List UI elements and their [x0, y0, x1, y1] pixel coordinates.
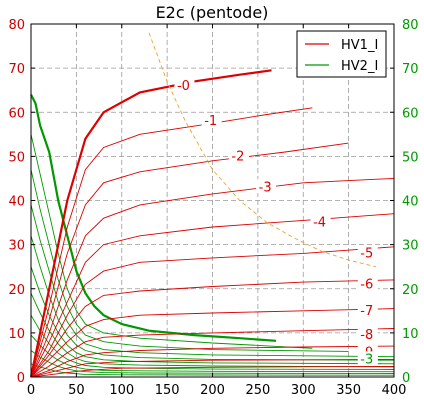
hv1-series-line	[30, 345, 395, 378]
y-tick-label-left: 30	[8, 239, 25, 254]
curve-label-bg	[357, 351, 378, 366]
hv1-series-line	[30, 213, 395, 378]
x-tick-label: 350	[336, 383, 361, 398]
curve-label-bg	[310, 214, 331, 229]
hv1-series-line	[30, 328, 395, 378]
hv1-series-line	[30, 142, 349, 378]
hv1-series-line	[30, 308, 395, 378]
hv1-series-line	[30, 279, 395, 378]
x-tick-label: 250	[245, 383, 270, 398]
y-tick-label-left: 20	[8, 283, 25, 298]
hv2-series-line	[30, 350, 395, 374]
y-tick-label-left: 0	[17, 371, 25, 386]
curve-label: -2	[231, 149, 244, 164]
hv1-series-line	[30, 358, 395, 378]
x-tick-label: 200	[200, 383, 225, 398]
x-tick-label: 50	[68, 383, 85, 398]
hv2-series-line	[30, 235, 395, 361]
x-tick-label: 0	[27, 383, 35, 398]
curve-label-bg	[256, 179, 277, 194]
curve-label: -0	[177, 79, 190, 94]
curve-label: -3	[360, 352, 373, 367]
x-tick-label: 100	[109, 383, 134, 398]
curve-label: -7	[360, 304, 373, 319]
y-tick-label-right: 20	[402, 283, 419, 298]
y-tick-label-right: 0	[402, 371, 410, 386]
y-tick-label-left: 80	[8, 18, 25, 33]
hv1-series-line	[30, 107, 313, 378]
legend-box	[296, 30, 387, 78]
hv1-series-line	[30, 246, 395, 378]
y-tick-label-right: 10	[402, 327, 419, 342]
y-tick-label-left: 40	[8, 195, 25, 210]
curve-label: -5	[360, 246, 373, 261]
y-tick-label-right: 50	[402, 150, 419, 165]
hv2-series-line	[30, 334, 395, 373]
hv1-series-line	[30, 365, 395, 378]
x-tick-label: 400	[382, 383, 407, 398]
y-tick-label-left: 70	[8, 62, 25, 77]
hv2-series-line	[30, 134, 313, 349]
y-tick-label-left: 10	[8, 327, 25, 342]
grid	[31, 24, 394, 377]
curve-label-bg	[357, 302, 378, 317]
legend: HV1_I HV2_I	[296, 30, 387, 78]
curve-label-bg	[357, 327, 378, 342]
curve-label-bg	[174, 77, 195, 92]
hv2-series-line	[30, 169, 349, 352]
y-tick-label-right: 30	[402, 239, 419, 254]
hv2-series-line	[30, 204, 395, 358]
x-tick-label: 150	[155, 383, 180, 398]
curve-label: -6	[360, 277, 373, 292]
curve-label-bg	[201, 113, 222, 128]
legend-label: HV2_I	[341, 59, 378, 74]
curve-label: -1	[204, 114, 217, 129]
dissipation-line	[148, 32, 376, 268]
hv1-series-line	[29, 69, 272, 378]
curve-label: -8	[360, 328, 373, 343]
y-tick-label-right: 40	[402, 195, 419, 210]
y-tick-label-left: 50	[8, 150, 25, 165]
curve-labels: -0-1-2-3-4-5-6-7-8-9-3	[174, 77, 378, 367]
y-tick-label-right: 70	[402, 62, 419, 77]
y-tick-label-right: 80	[402, 18, 419, 33]
curve-label-bg	[357, 276, 378, 291]
curve-label: -4	[313, 216, 326, 231]
dissipation-limit	[148, 32, 376, 268]
chart-title: E2c (pentode)	[156, 3, 269, 22]
y-tick-label-left: 60	[8, 106, 25, 121]
y-tick-label-right: 60	[402, 106, 419, 121]
curve-label-bg	[228, 148, 249, 163]
legend-label: HV1_I	[341, 38, 378, 53]
curve-label: -3	[259, 180, 272, 195]
x-tick-label: 300	[291, 383, 316, 398]
hv1-curves	[29, 69, 395, 378]
curve-label-bg	[357, 245, 378, 260]
